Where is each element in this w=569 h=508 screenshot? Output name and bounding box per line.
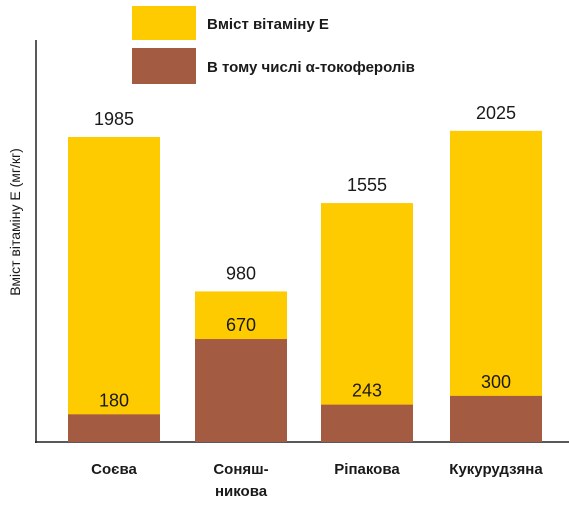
value-label-alpha-1: 670 bbox=[226, 315, 256, 335]
legend-label-alpha: В тому числі α-токоферолів bbox=[207, 59, 415, 76]
value-label-total-3: 2025 bbox=[476, 103, 516, 123]
value-label-alpha-2: 243 bbox=[352, 381, 382, 401]
bar-total-2 bbox=[321, 203, 413, 442]
bar-total-3 bbox=[450, 130, 542, 443]
bar-alpha-3 bbox=[450, 395, 542, 442]
value-label-alpha-3: 300 bbox=[481, 372, 511, 392]
bar-alpha-0 bbox=[68, 414, 160, 442]
y-axis-label: Вміст вітаміну Е (мг/кг) bbox=[7, 148, 23, 296]
bars: 1985 180 Соєва 980 670 Соняш-никова 1555 243 Ріп… bbox=[68, 103, 543, 500]
legend: Вміст вітаміну Е В тому числі α-токоферо… bbox=[132, 6, 415, 84]
category-label-2: Ріпакова bbox=[334, 461, 400, 478]
value-label-total-1: 980 bbox=[226, 263, 256, 283]
category-label-0: Соєва bbox=[91, 461, 137, 478]
category-label-3: Кукурудзяна bbox=[449, 461, 543, 478]
bar-total-0 bbox=[68, 137, 160, 442]
bar-alpha-1 bbox=[195, 339, 287, 442]
legend-swatch-alpha bbox=[132, 48, 196, 84]
category-label-1: Соняш-никова bbox=[213, 461, 268, 500]
value-label-total-0: 1985 bbox=[94, 109, 134, 129]
bar-alpha-2 bbox=[321, 404, 413, 442]
legend-swatch-vitamin-e bbox=[132, 6, 196, 40]
value-label-total-2: 1555 bbox=[347, 175, 387, 195]
legend-label-vitamin-e: Вміст вітаміну Е bbox=[207, 16, 329, 33]
value-label-alpha-0: 180 bbox=[99, 390, 129, 410]
